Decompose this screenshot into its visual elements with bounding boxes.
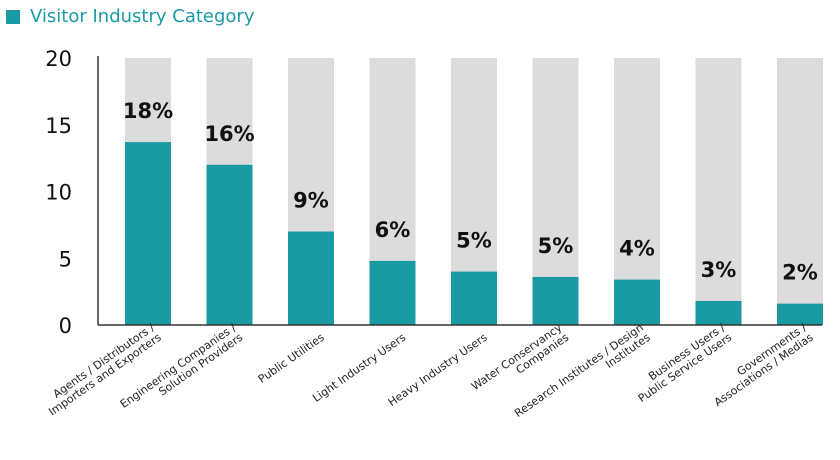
- data-label: 18%: [123, 99, 173, 123]
- data-label: 3%: [701, 258, 737, 282]
- bar: [451, 271, 497, 325]
- y-tick-label: 15: [45, 114, 72, 138]
- data-label: 4%: [619, 237, 655, 261]
- y-tick-label: 5: [59, 247, 72, 271]
- data-label: 16%: [204, 122, 254, 146]
- chart-title: Visitor Industry Category: [30, 6, 255, 27]
- y-tick-label: 10: [45, 181, 72, 205]
- y-tick-label: 0: [59, 314, 72, 338]
- bar: [125, 142, 171, 325]
- data-label: 6%: [375, 218, 411, 242]
- data-label: 9%: [293, 189, 329, 213]
- bar: [614, 279, 660, 325]
- chart-legend: Visitor Industry Category: [6, 6, 254, 27]
- data-label: 5%: [538, 234, 574, 258]
- bar: [288, 231, 334, 325]
- bar-track: [695, 58, 742, 325]
- bar: [206, 164, 253, 325]
- x-tick-label: Public Utilities: [256, 331, 327, 386]
- y-tick-label: 20: [45, 47, 72, 71]
- bar: [695, 300, 742, 325]
- bar: [532, 276, 579, 325]
- bar: [369, 260, 416, 325]
- bar-track: [777, 58, 823, 325]
- data-label: 5%: [456, 229, 492, 253]
- data-label: 2%: [782, 261, 818, 285]
- legend-swatch: [6, 9, 20, 24]
- bar: [777, 303, 823, 325]
